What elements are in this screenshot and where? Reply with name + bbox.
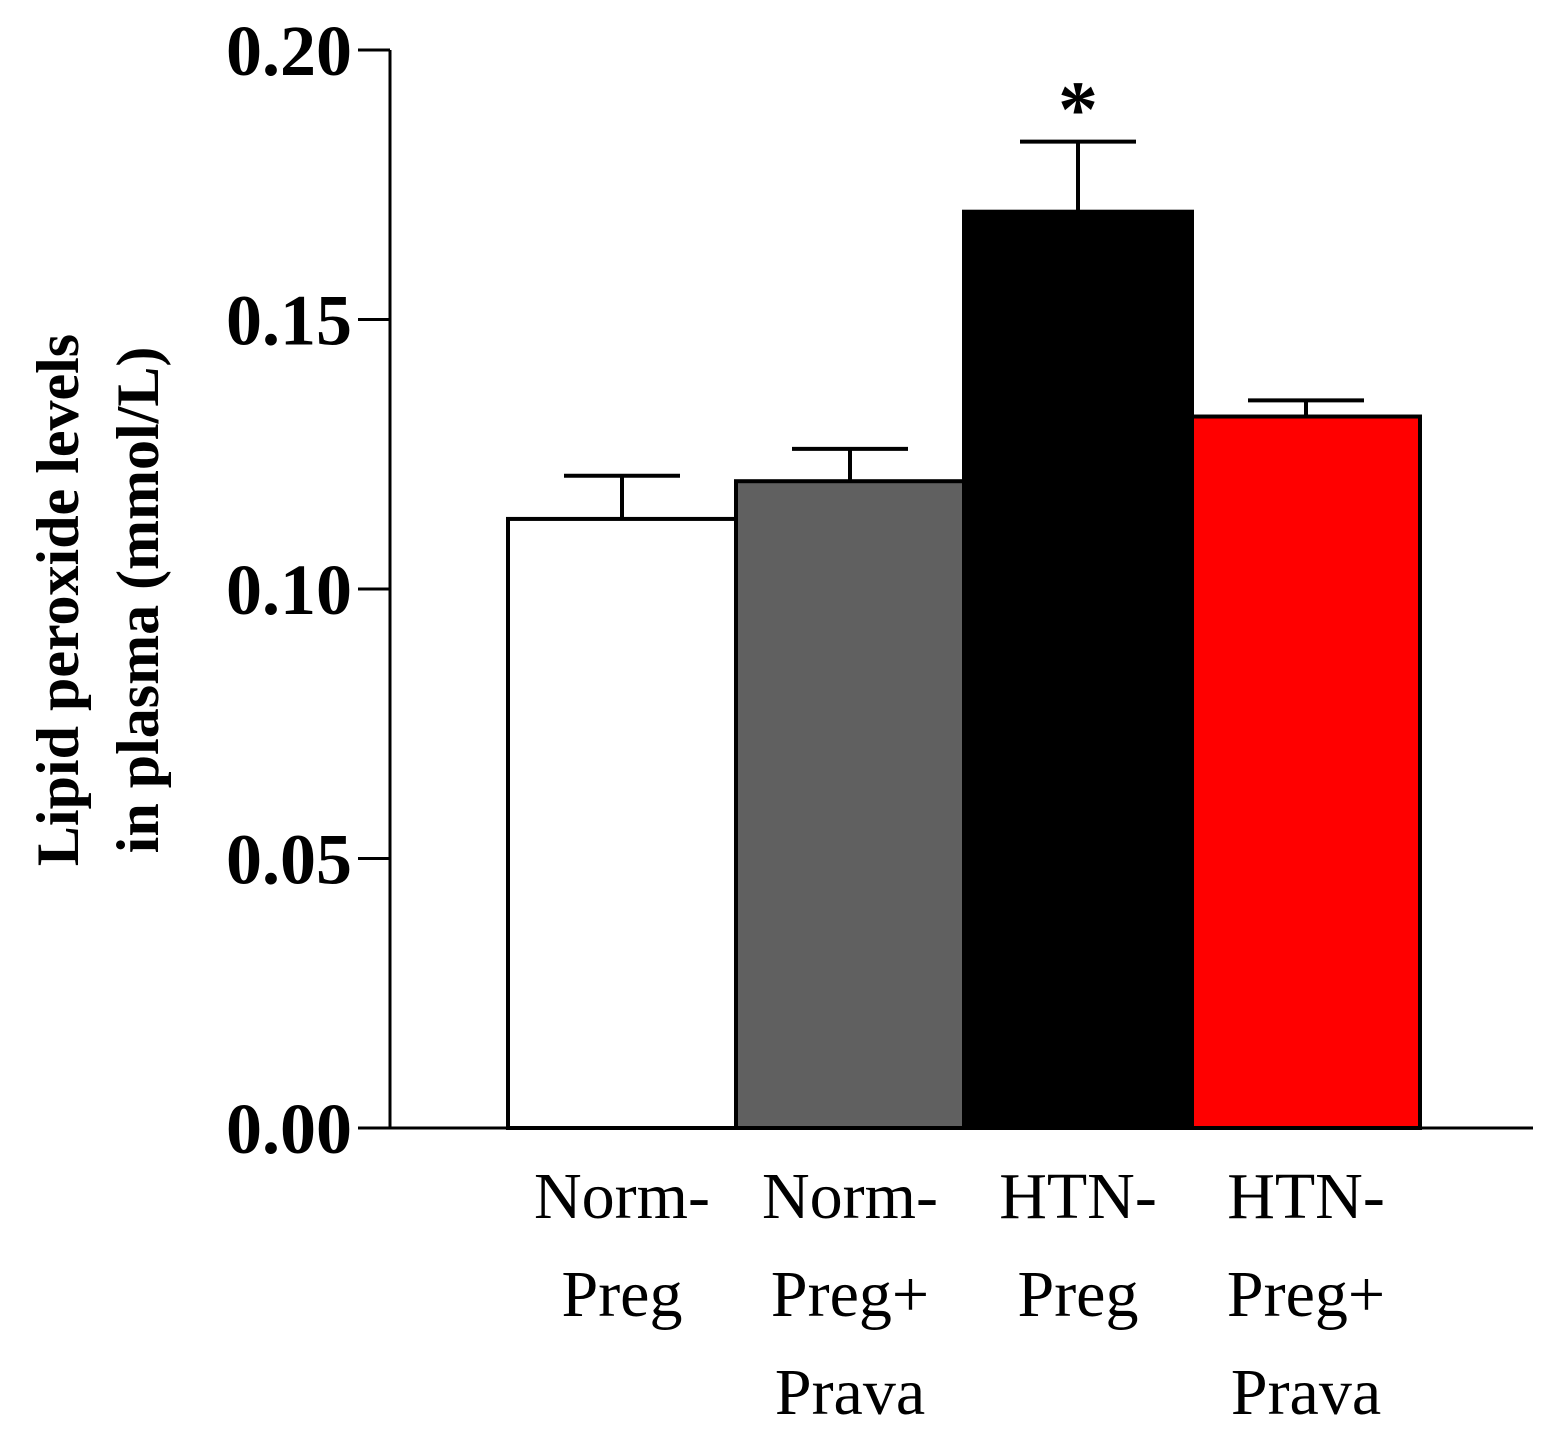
y-tick-label-0: 0.00	[226, 1089, 352, 1169]
y-axis-title-line-0: Lipid peroxide levels	[25, 334, 91, 866]
bar-0	[506, 516, 738, 1130]
chart-axes: 0.00 0.05 0.10 0.15 0.20	[226, 11, 1533, 1169]
x-label-0-line-1: Preg	[562, 1258, 683, 1331]
bar-series	[506, 209, 1422, 1130]
x-label-3-line-2: Prava	[1231, 1356, 1381, 1429]
bar-2	[962, 209, 1194, 1130]
error-bars	[564, 139, 1364, 519]
y-axis-title-group: Lipid peroxide levels in plasma (mmol/L)	[25, 334, 171, 866]
annotations: *	[1058, 67, 1098, 155]
y-tick-label-4: 0.20	[226, 11, 352, 91]
x-label-1-line-2: Prava	[775, 1356, 925, 1429]
y-axis-title-line-1: in plasma (mmol/L)	[105, 347, 171, 854]
y-tick-label-1: 0.05	[226, 820, 352, 900]
bar-3	[1190, 414, 1422, 1130]
x-label-3-line-1: Preg+	[1227, 1258, 1385, 1331]
x-label-0-line-0: Norm-	[534, 1160, 710, 1233]
x-label-2-line-1: Preg	[1018, 1258, 1139, 1331]
bar-1	[734, 479, 966, 1130]
x-label-1-line-1: Preg+	[771, 1258, 929, 1331]
y-tick-label-3: 0.15	[226, 281, 352, 361]
x-label-1-line-0: Norm-	[762, 1160, 938, 1233]
x-axis-labels: Norm- Preg Norm- Preg+ Prava HTN- Preg HTN- Preg…	[534, 1160, 1385, 1429]
x-label-3-line-0: HTN-	[1227, 1160, 1385, 1233]
significance-marker-0: *	[1058, 67, 1098, 155]
x-label-2-line-0: HTN-	[999, 1160, 1157, 1233]
y-tick-label-2: 0.10	[226, 550, 352, 630]
y-axis-title: Lipid peroxide levels in plasma (mmol/L)	[25, 334, 171, 866]
